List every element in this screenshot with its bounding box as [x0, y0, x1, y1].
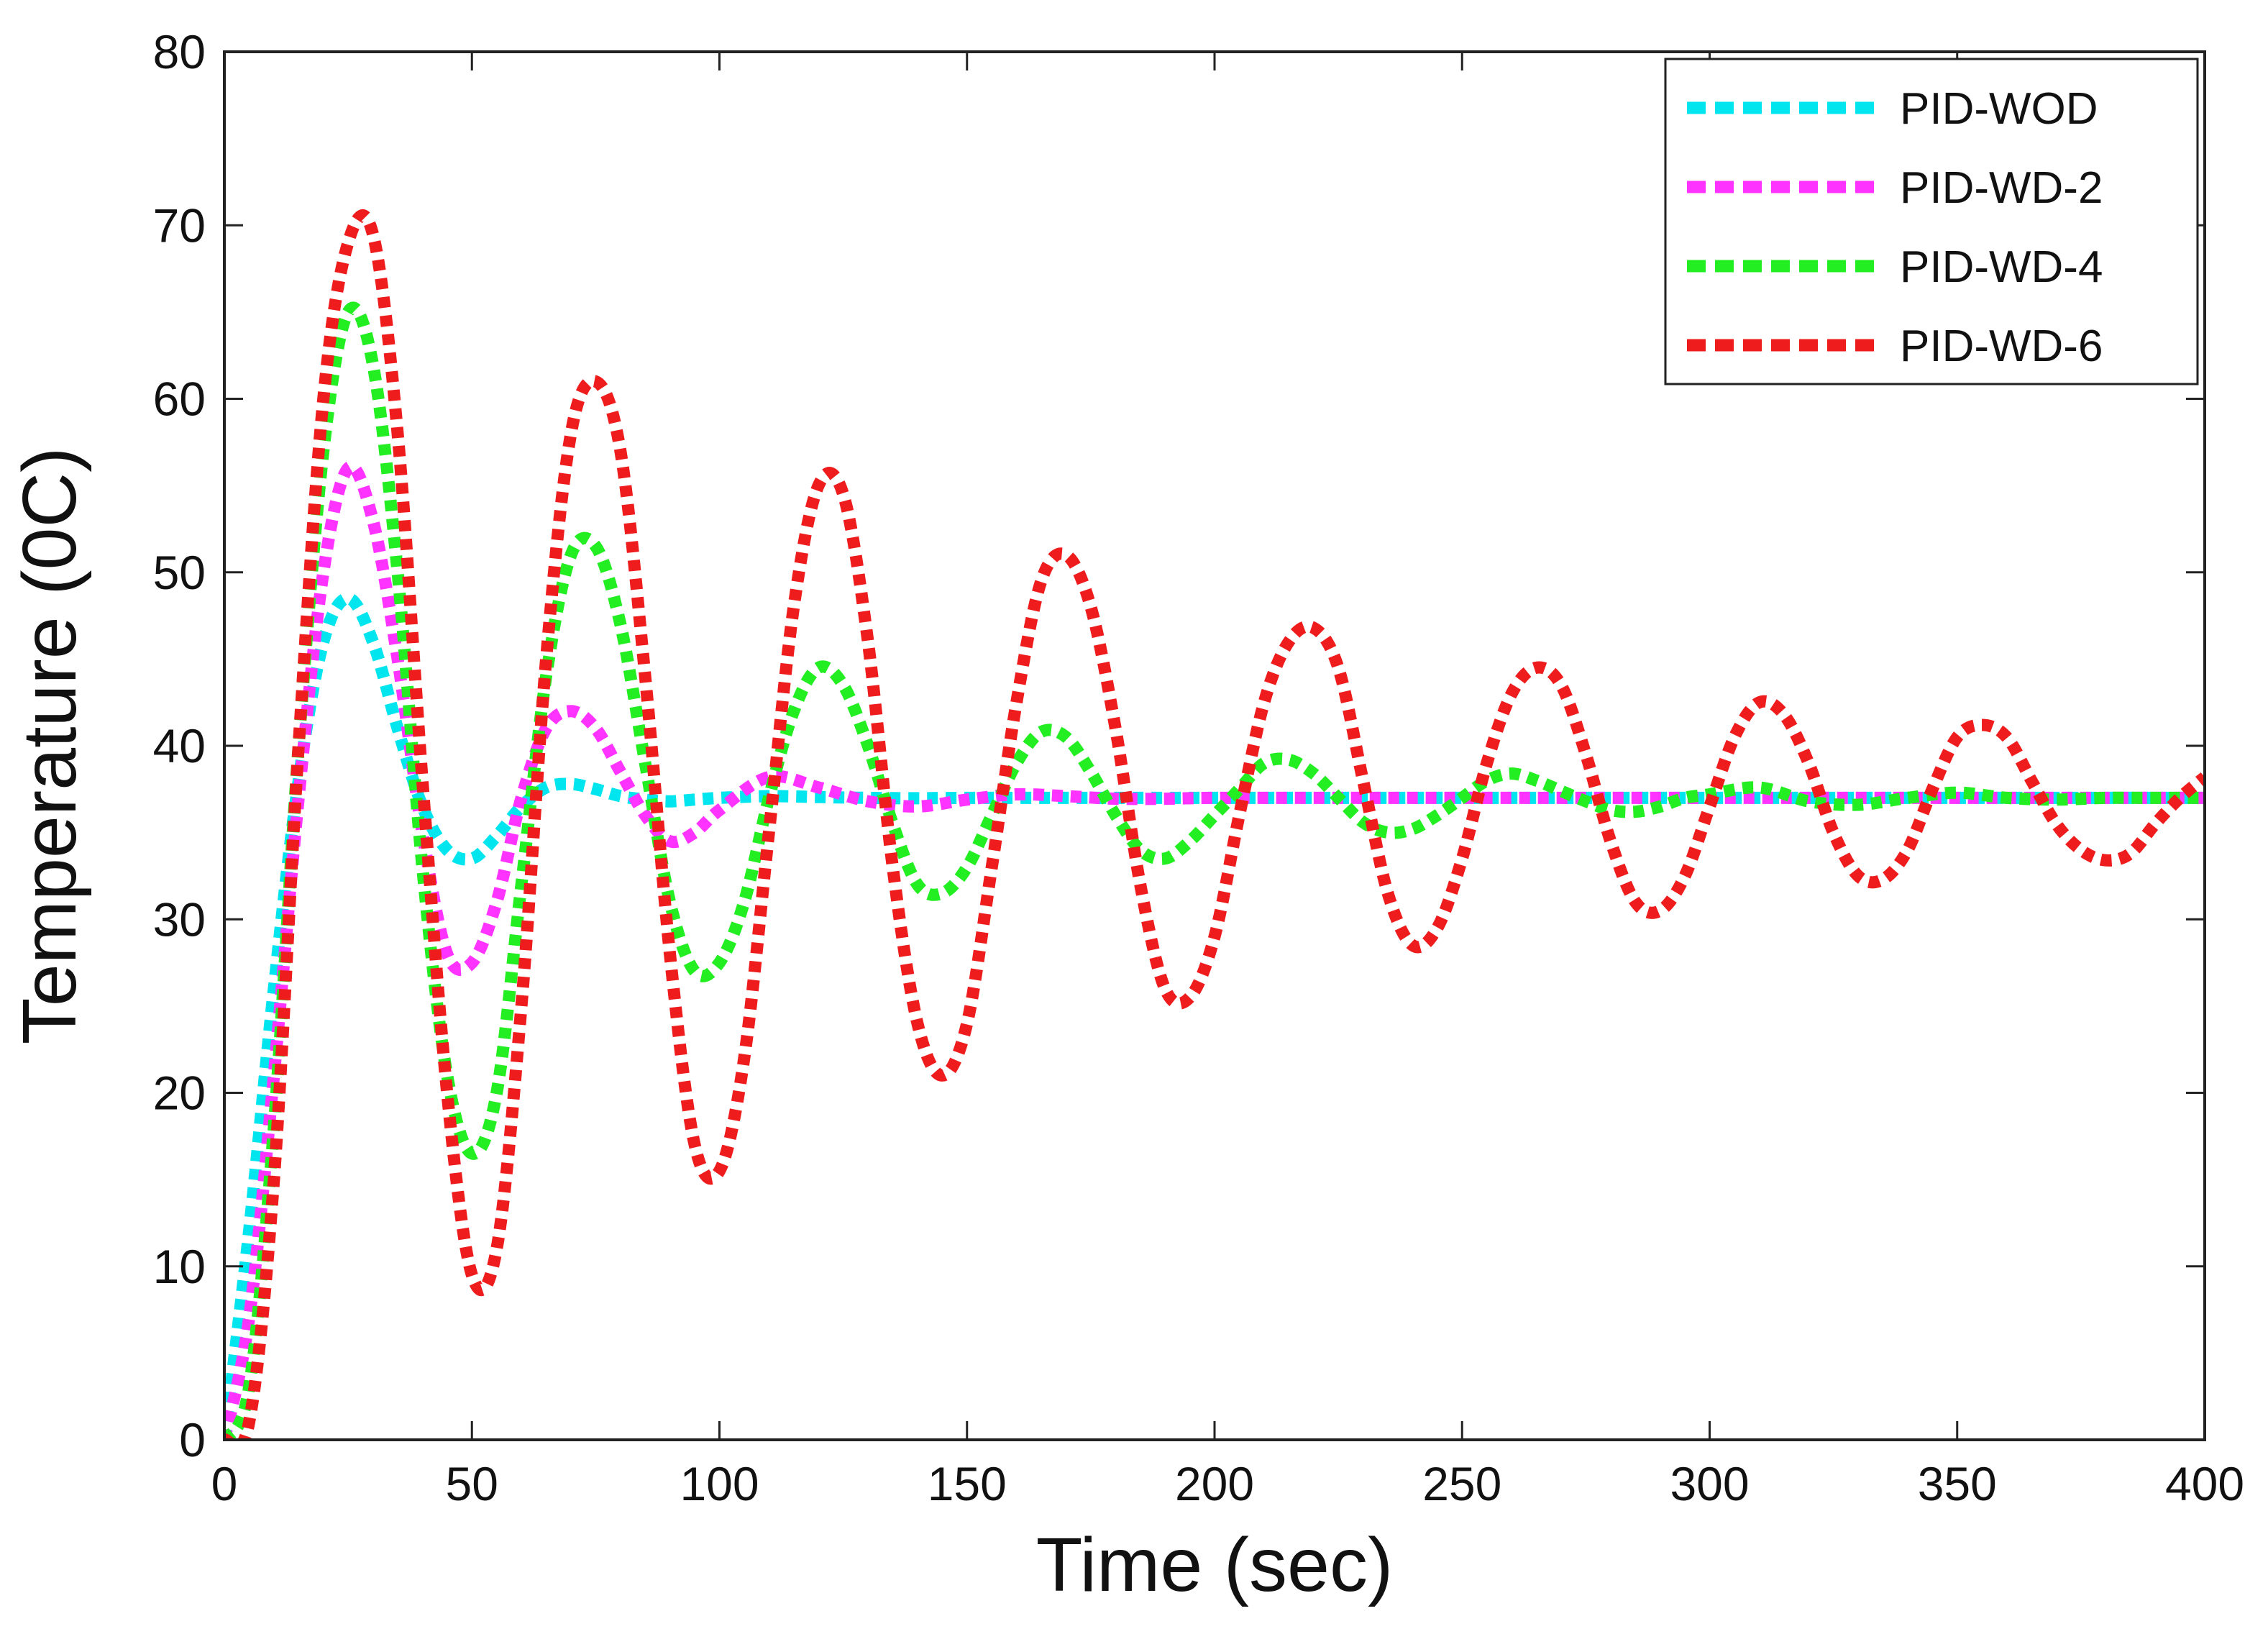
x-tick-label: 150	[928, 1457, 1007, 1510]
x-tick-label: 100	[680, 1457, 759, 1510]
y-tick-label: 0	[179, 1413, 206, 1466]
tick-layer: 0 50 100 150 200 250 300 350 400 0 10 20 30 40 50 60 70 8…	[153, 25, 2244, 1510]
legend-label: PID-WD-2	[1900, 163, 2103, 213]
y-tick-label: 80	[153, 25, 206, 78]
x-tick-label: 250	[1422, 1457, 1501, 1510]
legend: PID-WOD PID-WD-2 PID-WD-4 PID-WD-6	[1664, 58, 2199, 385]
x-tick-label: 350	[1918, 1457, 1997, 1510]
x-axis-title: Time (sec)	[1036, 1523, 1394, 1607]
x-tick-label: 300	[1670, 1457, 1749, 1510]
legend-label: PID-WOD	[1900, 84, 2098, 134]
x-tick-label: 0	[211, 1457, 238, 1510]
y-tick-label: 70	[153, 198, 206, 252]
legend-items: PID-WOD PID-WD-2 PID-WD-4 PID-WD-6	[1687, 84, 2103, 371]
y-tick-label: 20	[153, 1067, 206, 1120]
series-layer	[224, 209, 2205, 1440]
series-line-pid-wd-2	[224, 460, 2205, 1440]
y-tick-label: 40	[153, 719, 206, 772]
y-tick-label: 60	[153, 373, 206, 426]
y-tick-label: 50	[153, 546, 206, 599]
y-axis-title: Temperature (0C)	[7, 447, 92, 1045]
y-tick-label: 30	[153, 893, 206, 946]
series-line-pid-wod	[224, 592, 2205, 1440]
y-tick-label: 10	[153, 1240, 206, 1293]
x-tick-label: 50	[446, 1457, 498, 1510]
x-tick-label: 200	[1175, 1457, 1254, 1510]
x-tick-label: 400	[2165, 1457, 2244, 1510]
legend-label: PID-WD-6	[1900, 321, 2103, 371]
series-line-pid-wd-4	[224, 301, 2205, 1440]
legend-label: PID-WD-4	[1900, 242, 2103, 292]
series-line-pid-wd-6	[224, 209, 2205, 1440]
